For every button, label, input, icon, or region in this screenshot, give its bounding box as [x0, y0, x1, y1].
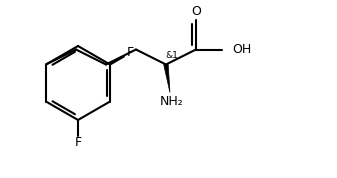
Text: F: F: [74, 137, 82, 150]
Text: O: O: [191, 5, 201, 18]
Text: NH₂: NH₂: [160, 95, 184, 108]
Text: &1: &1: [165, 51, 178, 60]
Text: OH: OH: [232, 43, 251, 56]
Polygon shape: [164, 64, 170, 93]
Text: F: F: [126, 46, 133, 59]
